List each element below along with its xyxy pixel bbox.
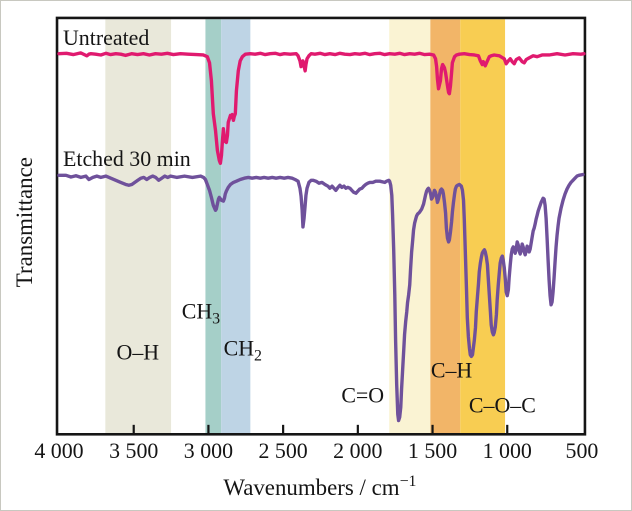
annotation-o-h: O–H [117,339,160,364]
annotation-c-o-c: C–O–C [469,392,536,417]
x-tick-label-3000: 3 000 [184,438,233,463]
annotation-ch3: CH3 [182,299,220,328]
x-tick-label-2000: 2 000 [333,438,382,463]
annotation-subscript: 2 [254,348,262,365]
annotation-c-o: C=O [341,382,384,407]
band-o-h-region [105,19,172,434]
x-tick-label-500: 500 [566,438,599,463]
x-tick-label-1000: 1 000 [483,438,532,463]
annotation-ch2: CH2 [224,336,262,365]
band-c-o-c-region [460,19,506,434]
x-tick-label-3500: 3 500 [109,438,158,463]
annotation-c-h: C–H [431,357,473,382]
annotation-main: CH [224,336,255,361]
series-label-etched-30-min: Etched 30 min [63,146,191,171]
series-label-untreated: Untreated [63,25,149,50]
x-axis-title-superscript: −1 [400,473,417,490]
series-curve-untreated [57,51,586,165]
series-curve-etched-30-min [57,172,585,423]
plot-border [55,16,587,436]
x-axis-title-main: Wavenumbers / cm [223,475,399,500]
annotation-main: CH [182,299,213,324]
band-ch3-region [205,19,222,434]
annotation-subscript: 3 [212,311,220,328]
y-axis-title: Transmittance [12,157,37,287]
x-axis-title: Wavenumbers / cm−1 [223,473,416,500]
x-tick-label-4000: 4 000 [34,438,83,463]
x-tick-label-2500: 2 500 [258,438,307,463]
x-tick-label-1500: 1 500 [408,438,457,463]
